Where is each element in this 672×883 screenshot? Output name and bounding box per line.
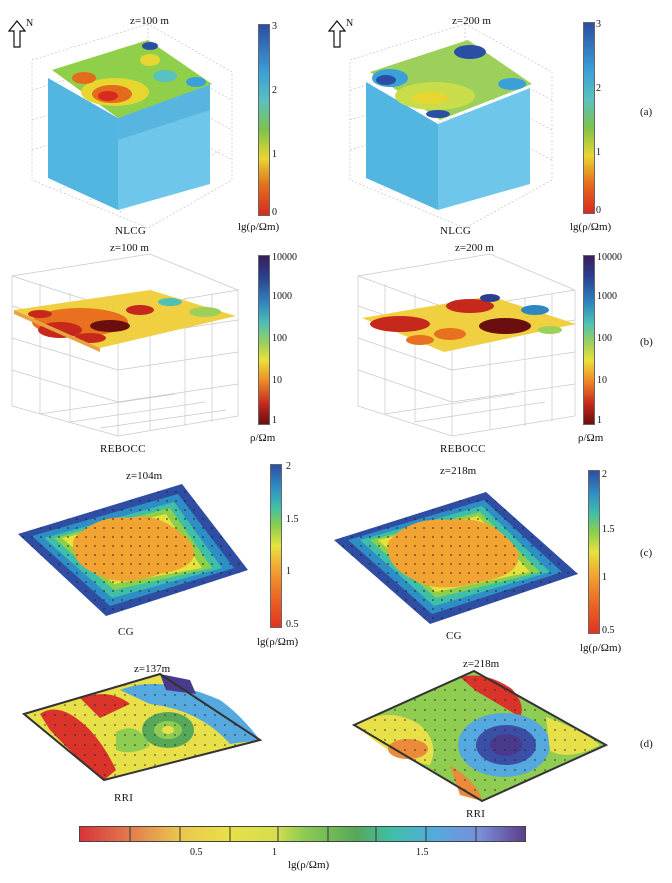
panel-a-right-tick-2: 2	[596, 83, 601, 94]
panel-b-letter: (b)	[640, 336, 653, 348]
panel-a-left-tick-3: 3	[272, 21, 277, 32]
panel-a-right-3d-slice	[349, 23, 553, 229]
north-arrow-icon	[7, 20, 27, 48]
panel-a-right-tick-1: 1	[596, 147, 601, 158]
panel-d-letter: (d)	[640, 738, 653, 750]
panel-c-left-map	[18, 484, 248, 616]
panel-b-left-tick-100: 100	[272, 333, 287, 344]
panel-b-left-colorbar	[258, 255, 270, 425]
panel-a-left-tick-1: 1	[272, 149, 277, 160]
panel-a-left-tick-0: 0	[272, 207, 277, 218]
panel-d-right-method: RRI	[466, 808, 486, 820]
panel-d-tick-1-5: 1.5	[416, 847, 429, 858]
panel-b-left-unit: ρ/Ωm	[250, 432, 276, 444]
panel-a-left-depth: z=100 m	[130, 15, 169, 27]
panel-c-right-depth: z=218m	[440, 465, 477, 477]
panel-b-right-tick-10000: 10000	[597, 252, 622, 263]
panel-d-right-figure	[350, 665, 610, 805]
panel-b-right-figure	[340, 240, 590, 450]
panel-b-left-method: REBOCC	[100, 443, 146, 455]
panel-a-left-figure	[0, 0, 300, 240]
panel-c-left-unit: lg(ρ/Ωm)	[257, 636, 299, 648]
north-arrow-left: N	[7, 18, 34, 50]
panel-c-left-tick-0-5: 0.5	[286, 619, 299, 630]
panel-c-left-colorbar	[270, 464, 282, 628]
panel-a-left-tick-2: 2	[272, 85, 277, 96]
panel-c-letter: (c)	[640, 547, 653, 559]
panel-c-left-tick-2: 2	[286, 461, 291, 472]
panel-a-right-unit: lg(ρ/Ωm)	[570, 221, 612, 233]
panel-b-right-depth: z=200 m	[455, 242, 494, 254]
panel-a-right-figure	[330, 0, 590, 240]
panel-b-right-method: REBOCC	[440, 443, 486, 455]
panel-c-right-figure	[330, 470, 585, 635]
north-arrow-right: N	[327, 18, 354, 50]
panel-b-left-depth: z=100 m	[110, 242, 149, 254]
panel-a-right-method: NLCG	[440, 225, 472, 237]
panel-c-right-tick-1-5: 1.5	[602, 524, 615, 535]
panel-d-colorbar-dividers	[129, 827, 477, 841]
panel-c-right-unit: lg(ρ/Ωm)	[580, 642, 622, 654]
panel-b-right-tick-100: 100	[597, 333, 612, 344]
north-label: N	[26, 18, 34, 29]
panel-a-left-3d-slice	[31, 23, 233, 229]
panel-a-right-tick-0: 0	[596, 205, 601, 216]
north-arrow-icon	[327, 20, 347, 48]
panel-a-left-unit: lg(ρ/Ωm)	[238, 221, 280, 233]
panel-d-tick-1: 1	[272, 847, 277, 858]
panel-c-left-depth: z=104m	[126, 470, 163, 482]
panel-b-left-figure	[0, 240, 260, 450]
panel-c-left-figure	[10, 470, 260, 630]
panel-a-right-tick-3: 3	[596, 19, 601, 30]
panel-b-left-tick-1: 1	[272, 415, 277, 426]
panel-a-right-colorbar	[583, 22, 595, 214]
panel-d-colorbar	[79, 826, 526, 842]
panel-d-left-figure	[20, 670, 270, 785]
panel-b-right-tick-10: 10	[597, 375, 607, 386]
panel-b-right-colorbar	[583, 255, 595, 425]
panel-b-right-tick-1000: 1000	[597, 291, 617, 302]
panel-c-left-tick-1: 1	[286, 566, 291, 577]
panel-c-right-tick-2: 2	[602, 469, 607, 480]
panel-b-right-3d-slice	[357, 253, 576, 437]
panel-d-unit: lg(ρ/Ωm)	[288, 859, 330, 871]
panel-b-left-tick-1000: 1000	[272, 291, 292, 302]
panel-d-left-map	[21, 672, 263, 782]
panel-a-right-depth: z=200 m	[452, 15, 491, 27]
panel-c-right-tick-1: 1	[602, 572, 607, 583]
panel-a-left-method: NLCG	[115, 225, 147, 237]
panel-c-left-method: CG	[118, 626, 134, 638]
panel-b-left-3d-slice	[11, 253, 239, 437]
panel-c-left-tick-1-5: 1.5	[286, 514, 299, 525]
panel-c-right-map	[334, 492, 578, 624]
panel-d-right-map	[351, 669, 609, 803]
panel-a-left-colorbar	[258, 24, 270, 216]
panel-c-right-tick-0-5: 0.5	[602, 625, 615, 636]
panel-b-right-unit: ρ/Ωm	[578, 432, 604, 444]
panel-d-left-method: RRI	[114, 792, 134, 804]
panel-c-right-method: CG	[446, 630, 462, 642]
panel-c-right-colorbar	[588, 470, 600, 634]
panel-d-right-depth: z=218m	[463, 658, 500, 670]
panel-d-tick-0-5: 0.5	[190, 847, 203, 858]
north-label: N	[346, 18, 354, 29]
panel-a-letter: (a)	[640, 106, 653, 118]
panel-d-left-depth: z=137m	[134, 663, 171, 675]
panel-b-left-tick-10000: 10000	[272, 252, 297, 263]
panel-b-right-tick-1: 1	[597, 415, 602, 426]
panel-b-left-tick-10: 10	[272, 375, 282, 386]
